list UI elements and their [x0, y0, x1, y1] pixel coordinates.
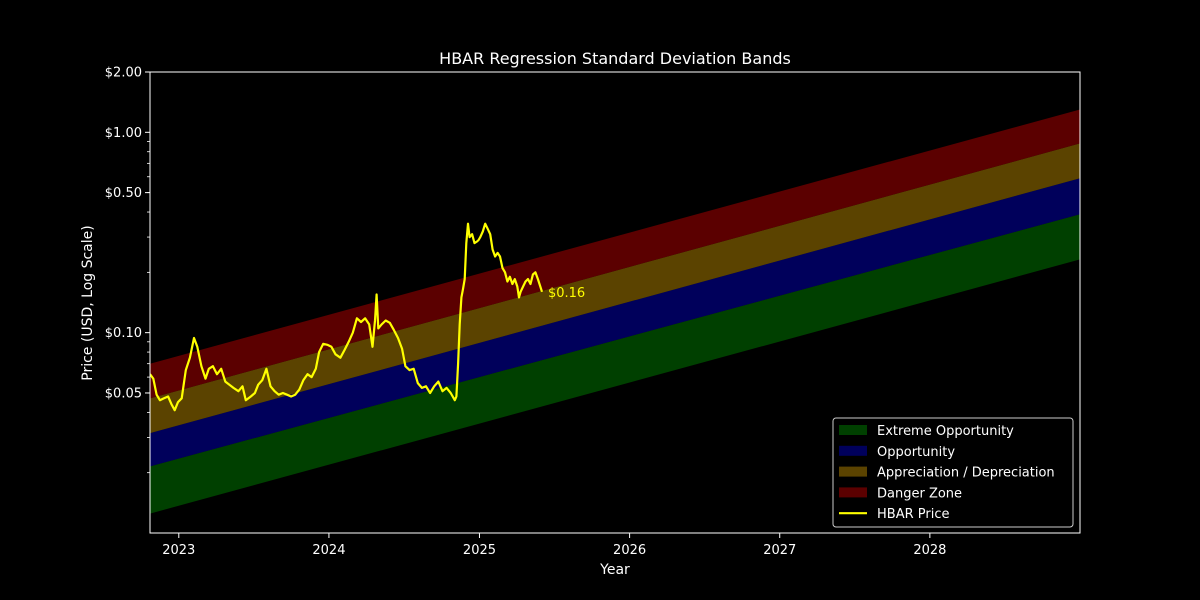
legend-swatch-appreciation-depreciation	[839, 466, 867, 477]
legend-label-danger-zone: Danger Zone	[877, 486, 962, 501]
y-tick-label: $0.05	[105, 386, 142, 401]
price-line-layer	[150, 222, 544, 412]
legend-swatch-opportunity	[839, 445, 867, 456]
band-appreciation-depreciation	[150, 143, 1080, 434]
legend-box	[832, 417, 1074, 528]
series-line-hbar-price	[150, 222, 544, 412]
annotation-layer: $0.16	[548, 286, 585, 301]
legend-label-appreciation-depreciation: Appreciation / Depreciation	[877, 466, 1055, 481]
x-tick-label: 2025	[463, 543, 496, 558]
legend-swatch-extreme-opportunity	[839, 425, 867, 435]
x-tick-label: 2024	[312, 543, 345, 558]
x-tick-label: 2028	[913, 543, 946, 558]
y-tick-label: $0.10	[105, 326, 142, 341]
y-tick-label: $1.00	[105, 126, 142, 141]
y-axis-label: Price (USD, Log Scale)	[80, 225, 96, 380]
band-opportunity	[150, 178, 1080, 467]
x-axis: 2023 2024 2025 2026 2027 2028	[162, 533, 946, 558]
x-tick-label: 2027	[763, 543, 796, 558]
legend-label-hbar-price: HBAR Price	[877, 507, 949, 522]
legend-label-opportunity: Opportunity	[877, 445, 955, 460]
band-danger-zone	[150, 109, 1080, 399]
legend: Extreme Opportunity Opportunity Appreciati…	[832, 417, 1074, 528]
legend-swatch-danger-zone	[839, 487, 867, 498]
chart-title: HBAR Regression Standard Deviation Bands	[439, 49, 791, 68]
plot-frame	[149, 71, 1081, 534]
y-tick-label: $2.00	[105, 66, 142, 81]
band-extreme-opportunity	[150, 214, 1080, 514]
y-axis: $0.05 $0.10 $0.50 $1.00 $2.00	[105, 66, 150, 474]
bands-layer	[150, 109, 1080, 514]
y-tick-label: $0.50	[105, 186, 142, 201]
x-tick-label: 2026	[613, 543, 646, 558]
x-tick-label: 2023	[162, 543, 195, 558]
x-axis-label: Year	[599, 562, 630, 578]
legend-label-extreme-opportunity: Extreme Opportunity	[877, 424, 1014, 439]
price-annotation: $0.16	[548, 286, 585, 301]
